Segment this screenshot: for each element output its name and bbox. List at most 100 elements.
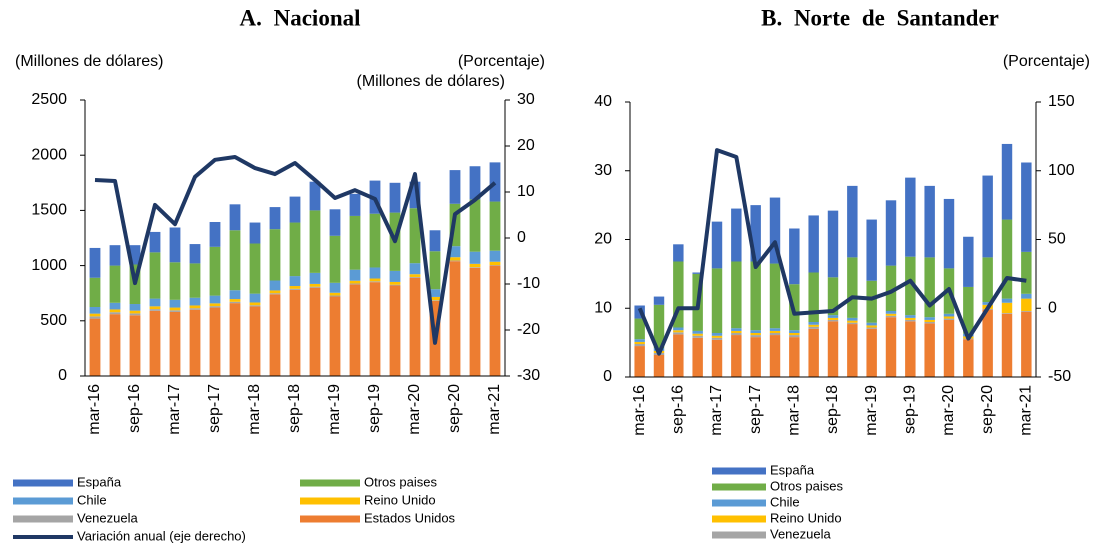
bar-segment <box>189 297 201 306</box>
bar-segment <box>229 290 241 300</box>
bar-segment <box>731 333 742 336</box>
bar-segment <box>963 236 974 287</box>
bar-segment <box>269 294 281 376</box>
legend-label: Chile <box>770 494 800 509</box>
bar-segment <box>329 282 341 293</box>
legend-label: Venezuela <box>770 526 831 541</box>
bar-segment <box>769 263 781 329</box>
bar-segment <box>209 306 221 308</box>
bar-segment <box>169 262 181 300</box>
bar-segment <box>269 229 281 281</box>
y-tick-label: 0 <box>58 367 67 384</box>
bar-segment <box>329 296 341 376</box>
bar-segment <box>750 337 761 377</box>
bar-segment <box>1021 311 1032 377</box>
bar-segment <box>349 193 361 216</box>
bar-segment <box>731 335 742 377</box>
x-tick-label: mar-18 <box>786 385 803 436</box>
x-tick-label: sep-17 <box>747 385 764 434</box>
bar-segment <box>229 204 241 231</box>
bar-segment <box>289 276 301 287</box>
bar-segment <box>1021 298 1032 311</box>
y-tick-label: 20 <box>594 231 612 248</box>
bar-segment <box>89 316 101 319</box>
bar-segment <box>269 207 281 230</box>
bar-segment <box>943 319 955 377</box>
bar-segment <box>905 315 916 318</box>
bar-segment <box>289 286 301 289</box>
bar-segment <box>731 330 742 333</box>
bar-segment <box>634 339 645 342</box>
bar-segment <box>653 296 665 305</box>
bar-segment <box>209 307 221 376</box>
bar-segment <box>129 315 141 376</box>
y2-tick-label: -20 <box>517 321 540 338</box>
bar-segment <box>429 289 441 297</box>
bar-segment <box>924 257 935 318</box>
y2-axis-label: (Porcentaje) <box>458 53 545 70</box>
bar-segment <box>711 335 723 338</box>
bar-segment <box>149 310 161 376</box>
bar-segment <box>209 221 221 247</box>
bar-segment <box>149 306 161 310</box>
bar-segment <box>769 335 781 377</box>
y-tick-label: 10 <box>594 299 612 316</box>
y2-tick-label: 30 <box>517 91 535 108</box>
legend-swatch <box>712 515 766 523</box>
bar-segment <box>149 231 161 253</box>
bar-segment <box>905 256 916 316</box>
bar-segment <box>389 281 401 285</box>
bar-segment <box>189 263 201 298</box>
bar-segment <box>89 313 101 317</box>
bar-segment <box>924 185 935 258</box>
line-series <box>94 155 497 345</box>
bar-segment <box>866 325 877 328</box>
bar-segment <box>1021 162 1032 252</box>
y2-tick-label: -30 <box>517 367 540 384</box>
bar-segment <box>309 272 321 284</box>
bar-segment <box>673 332 684 335</box>
x-tick-label: sep-19 <box>366 384 383 433</box>
bar-segment <box>866 322 877 326</box>
bar-segment <box>129 310 141 314</box>
bar-segment <box>149 298 161 307</box>
y-tick-label: 2000 <box>31 146 67 163</box>
bar-segment <box>1001 143 1013 220</box>
bar-segment <box>229 299 241 302</box>
bar-segment <box>827 277 839 316</box>
bar-segment <box>369 213 381 268</box>
bar-segment <box>249 243 261 294</box>
bar-segment <box>885 313 897 316</box>
bar-segment <box>169 299 181 308</box>
legend-label: Chile <box>77 492 107 507</box>
bar-segment <box>289 289 301 376</box>
bar-segment <box>673 244 684 262</box>
bar-segment <box>429 300 441 301</box>
bar-segment <box>489 201 501 251</box>
bar-segment <box>329 292 341 296</box>
chart-title: B. Norte de Santander <box>761 5 999 30</box>
bar-segment <box>309 210 321 273</box>
legend-swatch <box>712 499 766 507</box>
bar-segment <box>808 328 819 377</box>
bar-segment <box>429 251 441 290</box>
bar-segment <box>149 309 161 311</box>
bar-segment <box>109 309 121 313</box>
bar-segment <box>329 235 341 283</box>
bar-segment <box>449 170 461 204</box>
y2-tick-label: 10 <box>517 183 535 200</box>
bar-segment <box>309 286 321 288</box>
bar-segment <box>847 185 858 258</box>
bar-segment <box>866 328 877 377</box>
legend-swatch <box>712 531 766 539</box>
x-tick-label: sep-20 <box>446 384 463 433</box>
legend-label: Estados Unidos <box>364 510 456 525</box>
bar-segment <box>866 327 877 329</box>
bar-segment <box>469 263 481 268</box>
x-tick-label: mar-17 <box>166 384 183 435</box>
bar-segment <box>731 208 742 262</box>
y2-tick-label: 0 <box>1048 299 1057 316</box>
bar-segment <box>943 316 955 319</box>
bar-segment <box>750 261 761 331</box>
